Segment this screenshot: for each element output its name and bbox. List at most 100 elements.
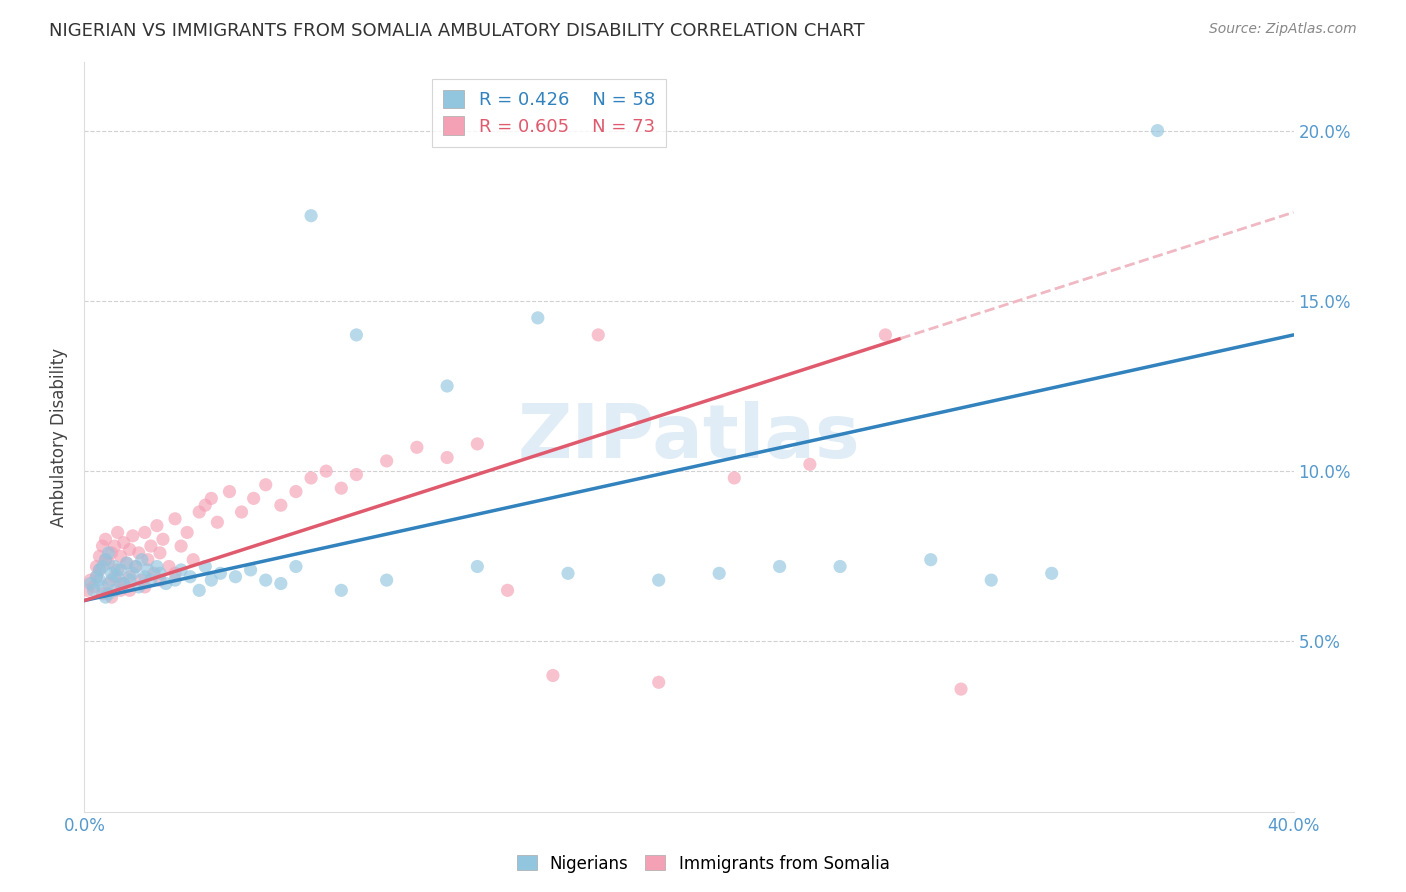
Point (139, 573, 162, 587)
Y-axis label: Ambulatory Disability: Ambulatory Disability (51, 348, 69, 526)
Point (149, 573, 172, 587)
Point (97, 576, 120, 591)
Point (104, 539, 127, 553)
Point (207, 515, 229, 529)
Point (86, 570, 108, 584)
Point (315, 464, 337, 478)
Point (91, 559, 114, 574)
Point (723, 471, 745, 485)
Point (270, 576, 292, 591)
Point (146, 559, 169, 574)
Point (100, 566, 122, 581)
Point (125, 559, 148, 574)
Point (285, 559, 308, 574)
Point (830, 559, 852, 574)
Point (139, 539, 162, 553)
Point (115, 556, 138, 570)
Point (107, 563, 129, 577)
Point (118, 583, 141, 598)
Point (110, 583, 132, 598)
Point (134, 580, 156, 594)
Point (94, 590, 117, 604)
Point (136, 563, 159, 577)
Point (146, 518, 169, 533)
Point (131, 552, 153, 566)
Point (136, 552, 159, 566)
Point (950, 682, 973, 697)
Text: ZIPatlas: ZIPatlas (517, 401, 860, 474)
Point (375, 573, 398, 587)
Point (97, 546, 120, 560)
Point (541, 668, 564, 682)
Point (89, 573, 111, 587)
Point (149, 546, 172, 560)
Point (176, 525, 198, 540)
Point (709, 566, 731, 581)
Point (194, 559, 217, 574)
Point (128, 580, 150, 594)
Point (79, 576, 101, 591)
Point (100, 590, 122, 604)
Point (97, 556, 120, 570)
Point (270, 498, 292, 512)
Point (299, 471, 322, 485)
Point (157, 559, 180, 574)
Point (121, 566, 143, 581)
Point (91, 580, 114, 594)
Point (648, 573, 671, 587)
Point (496, 583, 519, 598)
Point (165, 566, 187, 581)
Point (299, 209, 322, 223)
Text: NIGERIAN VS IMMIGRANTS FROM SOMALIA AMBULATORY DISABILITY CORRELATION CHART: NIGERIAN VS IMMIGRANTS FROM SOMALIA AMBU… (49, 22, 865, 40)
Point (131, 573, 153, 587)
Point (100, 546, 122, 560)
Point (112, 576, 135, 591)
Point (89, 563, 111, 577)
Point (225, 570, 247, 584)
Point (200, 491, 222, 506)
Point (242, 491, 264, 506)
Point (406, 440, 429, 454)
Text: Source: ZipAtlas.com: Source: ZipAtlas.com (1209, 22, 1357, 37)
Point (104, 559, 127, 574)
Point (346, 467, 368, 482)
Point (239, 563, 262, 577)
Point (330, 481, 353, 495)
Point (194, 498, 217, 512)
Point (76, 583, 98, 598)
Point (330, 583, 353, 598)
Point (86, 570, 108, 584)
Point (467, 437, 489, 451)
Point (112, 535, 135, 549)
Point (112, 576, 135, 591)
Point (97, 587, 120, 601)
Point (200, 573, 222, 587)
Point (104, 583, 127, 598)
Point (467, 559, 489, 574)
Point (100, 573, 122, 587)
Point (107, 570, 129, 584)
Legend: Nigerians, Immigrants from Somalia: Nigerians, Immigrants from Somalia (510, 848, 896, 880)
Point (188, 583, 211, 598)
Point (254, 477, 277, 491)
Point (118, 573, 141, 587)
Point (436, 379, 458, 393)
Point (179, 570, 201, 584)
Point (94, 552, 117, 566)
Point (254, 573, 277, 587)
Point (1040, 566, 1063, 581)
Point (149, 566, 172, 581)
Point (231, 505, 253, 519)
Point (588, 327, 610, 342)
Point (155, 576, 177, 591)
Point (170, 563, 193, 577)
Point (209, 566, 232, 581)
Point (165, 512, 187, 526)
Point (152, 533, 174, 547)
Point (142, 566, 165, 581)
Point (285, 484, 308, 499)
Point (218, 484, 240, 499)
Point (799, 458, 821, 472)
Point (82, 583, 104, 598)
Legend: R = 0.426    N = 58, R = 0.605    N = 73: R = 0.426 N = 58, R = 0.605 N = 73 (432, 79, 666, 146)
